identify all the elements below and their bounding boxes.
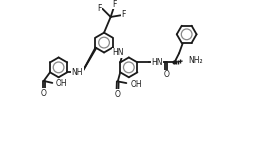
Text: OH: OH: [130, 80, 142, 89]
Text: NH: NH: [72, 68, 83, 77]
Text: F: F: [112, 0, 116, 9]
Text: OH: OH: [56, 79, 68, 88]
Text: HN: HN: [112, 48, 124, 57]
Text: O: O: [114, 90, 120, 99]
Text: HN: HN: [152, 58, 163, 67]
Text: O: O: [163, 70, 169, 80]
Text: O: O: [41, 89, 47, 98]
Text: NH₂: NH₂: [188, 56, 202, 65]
Text: F: F: [97, 4, 102, 13]
Text: F: F: [121, 11, 126, 20]
